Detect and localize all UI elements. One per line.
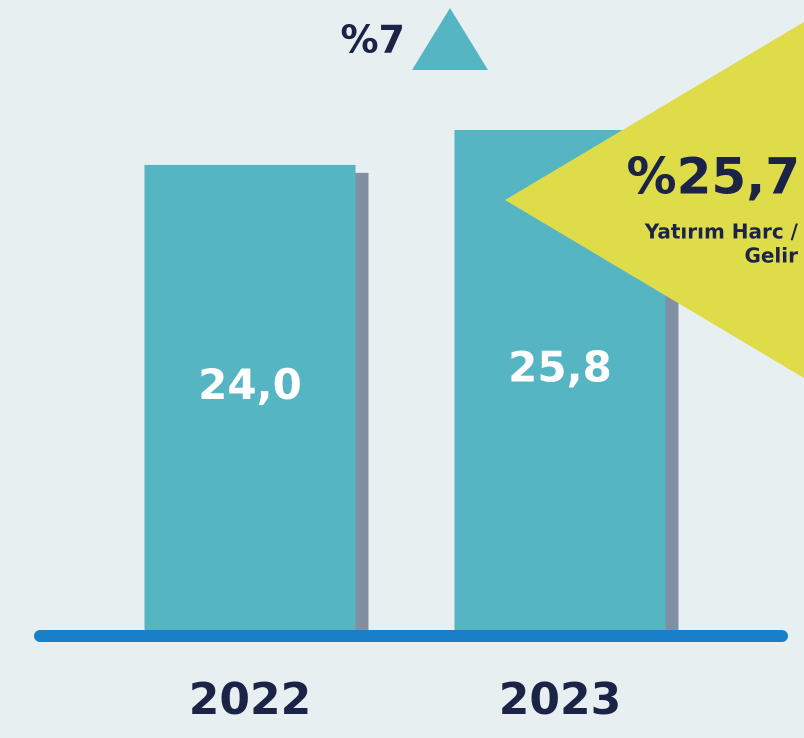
bar xyxy=(144,164,356,630)
value-label: 25,8 xyxy=(508,343,612,392)
growth-arrow xyxy=(412,8,488,70)
growth-label: %7 xyxy=(340,18,405,62)
ratio-value: %25,7 xyxy=(627,148,800,206)
bar-shadow xyxy=(355,172,369,630)
value-label: 24,0 xyxy=(198,360,302,409)
x-tick-label: 2023 xyxy=(499,674,621,725)
ratio-label: Gelir xyxy=(744,244,798,268)
x-tick-label: 2022 xyxy=(189,674,311,725)
ratio-label: Yatırım Harc / xyxy=(644,220,799,244)
ratio-badge xyxy=(505,22,804,378)
